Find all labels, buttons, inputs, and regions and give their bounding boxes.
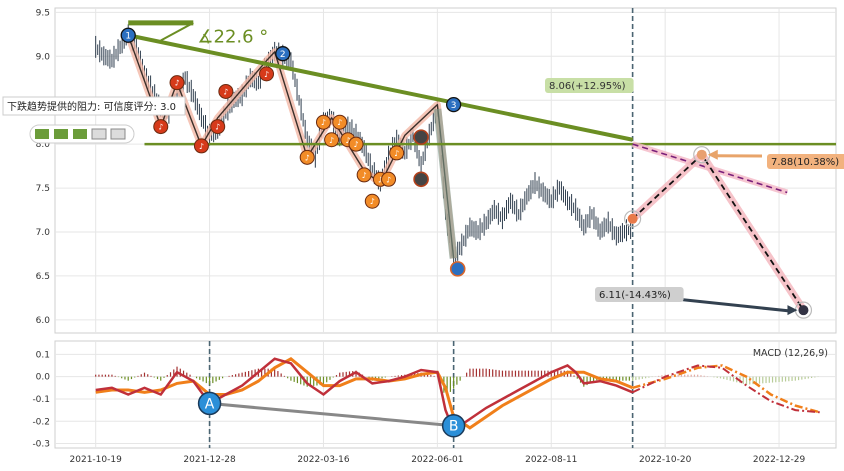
price-ytick-label: 9.0 <box>36 52 51 62</box>
note-marker <box>210 119 226 135</box>
macd-line <box>95 357 634 433</box>
xtick-label: 2022-03-16 <box>297 455 350 465</box>
note-marker-glyph: ♪ <box>378 175 383 184</box>
falling-trendline <box>127 33 634 142</box>
xtick-label: 2022-10-20 <box>639 455 692 465</box>
macd-signal-projection <box>632 364 821 414</box>
macd-ytick-label: 0.0 <box>36 373 51 383</box>
upper-target-label-bg <box>767 154 844 169</box>
note-marker-glyph: ♪ <box>386 175 391 184</box>
note-marker <box>332 114 348 130</box>
xtick-label: 2022-06-01 <box>411 455 463 465</box>
forecast-target-point <box>798 305 809 316</box>
note-marker-glyph: ♪ <box>215 123 220 132</box>
pivot-label: 2 <box>280 50 286 60</box>
upper-target-arrowhead <box>707 149 718 160</box>
note-marker <box>218 83 234 99</box>
note-marker-glyph: ♪ <box>223 87 228 96</box>
note-marker <box>315 114 331 130</box>
note-marker-glyph: ♪ <box>362 171 367 180</box>
macd-ytick-label: -0.3 <box>32 440 50 450</box>
macd-title: MACD (12,26,9) <box>753 348 828 359</box>
mid-target-label-bg <box>545 78 634 93</box>
pivot-marker <box>275 46 291 62</box>
mid-target-label: 8.06(+12.95%) <box>545 78 634 93</box>
note-marker-glyph: ♪ <box>394 149 399 158</box>
dark-note-marker <box>413 129 429 145</box>
angle-leg <box>160 22 194 42</box>
divergence-marker-label: A <box>205 396 215 412</box>
macd-ytick-label: -0.1 <box>32 395 50 405</box>
macd-signal-line <box>95 356 634 430</box>
divergence-marker <box>197 391 222 416</box>
note-marker-glyph: ♪ <box>174 79 179 88</box>
score-icon-empty <box>91 128 107 140</box>
price-ytick-label: 6.0 <box>36 316 51 326</box>
note-marker <box>153 119 169 135</box>
note-marker <box>299 149 315 165</box>
forecast-target-point <box>696 149 707 160</box>
note-marker <box>356 167 372 183</box>
note-marker-glyph: ♪ <box>199 142 204 151</box>
note-marker <box>364 193 380 209</box>
xtick-label: 2021-10-19 <box>70 455 123 465</box>
resistance-tooltip: 下跌趋势提供的阻力: 可信度评分: 3.0 <box>2 96 186 144</box>
low-marker <box>449 261 466 277</box>
pivot-marker <box>445 96 462 113</box>
note-marker-glyph: ♪ <box>305 153 310 162</box>
lower-target-label: 6.11(-14.43%) <box>595 287 684 302</box>
pivot-label: 1 <box>125 32 131 42</box>
divergence-marker-label: B <box>449 419 459 435</box>
dark-note-marker <box>413 171 429 188</box>
lower-target-arrow <box>675 297 792 313</box>
macd-ytick-label: -0.2 <box>32 417 50 427</box>
note-marker <box>381 171 397 187</box>
note-marker-glyph: ♪ <box>337 118 342 127</box>
lower-target-label-bg <box>595 287 684 302</box>
divergence-line <box>209 401 454 428</box>
pivot-label: 3 <box>451 101 457 111</box>
upper-target-label: 7.88(10.38%) <box>767 154 844 169</box>
xtick-label: 2022-12-29 <box>753 455 806 465</box>
note-marker-glyph: ♪ <box>264 70 269 79</box>
note-marker-glyph: ♪ <box>158 123 163 132</box>
forecast-target-ring <box>624 210 642 228</box>
resistance-tooltip-text: 下跌趋势提供的阻力: 可信度评分: 3.0 <box>7 100 176 113</box>
xtick-label: 2022-08-11 <box>525 455 577 465</box>
forecast-target-point <box>627 213 638 224</box>
price-ytick-label: 8.0 <box>36 140 51 150</box>
note-marker-glyph: ♪ <box>345 136 350 145</box>
xtick-label: 2021-12-28 <box>183 455 236 465</box>
upper-target-label-text: 7.88(10.38%) <box>771 157 839 168</box>
note-marker <box>193 138 209 154</box>
macd-ytick-label: 0.1 <box>36 350 50 360</box>
note-marker <box>348 136 364 152</box>
note-marker-glyph: ♪ <box>353 140 358 149</box>
score-icon-filled <box>35 129 49 139</box>
price-ytick-label: 7.5 <box>36 184 50 194</box>
price-ytick-label: 7.0 <box>36 228 51 238</box>
mid-target-label-text: 8.06(+12.95%) <box>549 81 626 92</box>
note-marker <box>324 132 340 148</box>
price-ytick-label: 9.5 <box>36 8 50 18</box>
divergence-marker <box>441 413 466 438</box>
note-marker <box>259 66 275 82</box>
down-leg-highlight <box>433 108 458 259</box>
price-ytick-label: 6.5 <box>36 272 50 282</box>
score-icon-empty <box>110 128 126 140</box>
pivot-marker <box>120 27 136 43</box>
note-marker <box>389 145 405 161</box>
note-marker <box>169 75 185 91</box>
note-marker-glyph: ♪ <box>321 118 326 127</box>
score-icon-filled <box>73 129 87 139</box>
score-icon-filled <box>54 129 68 139</box>
angle-label: ∡22.6 ° <box>197 27 268 48</box>
note-marker-glyph: ♪ <box>329 136 334 145</box>
lower-target-label-text: 6.11(-14.43%) <box>599 290 671 301</box>
note-marker-glyph: ♪ <box>370 197 375 206</box>
resistance-tooltip-bg <box>2 96 186 116</box>
lower-target-arrowhead <box>787 305 798 316</box>
